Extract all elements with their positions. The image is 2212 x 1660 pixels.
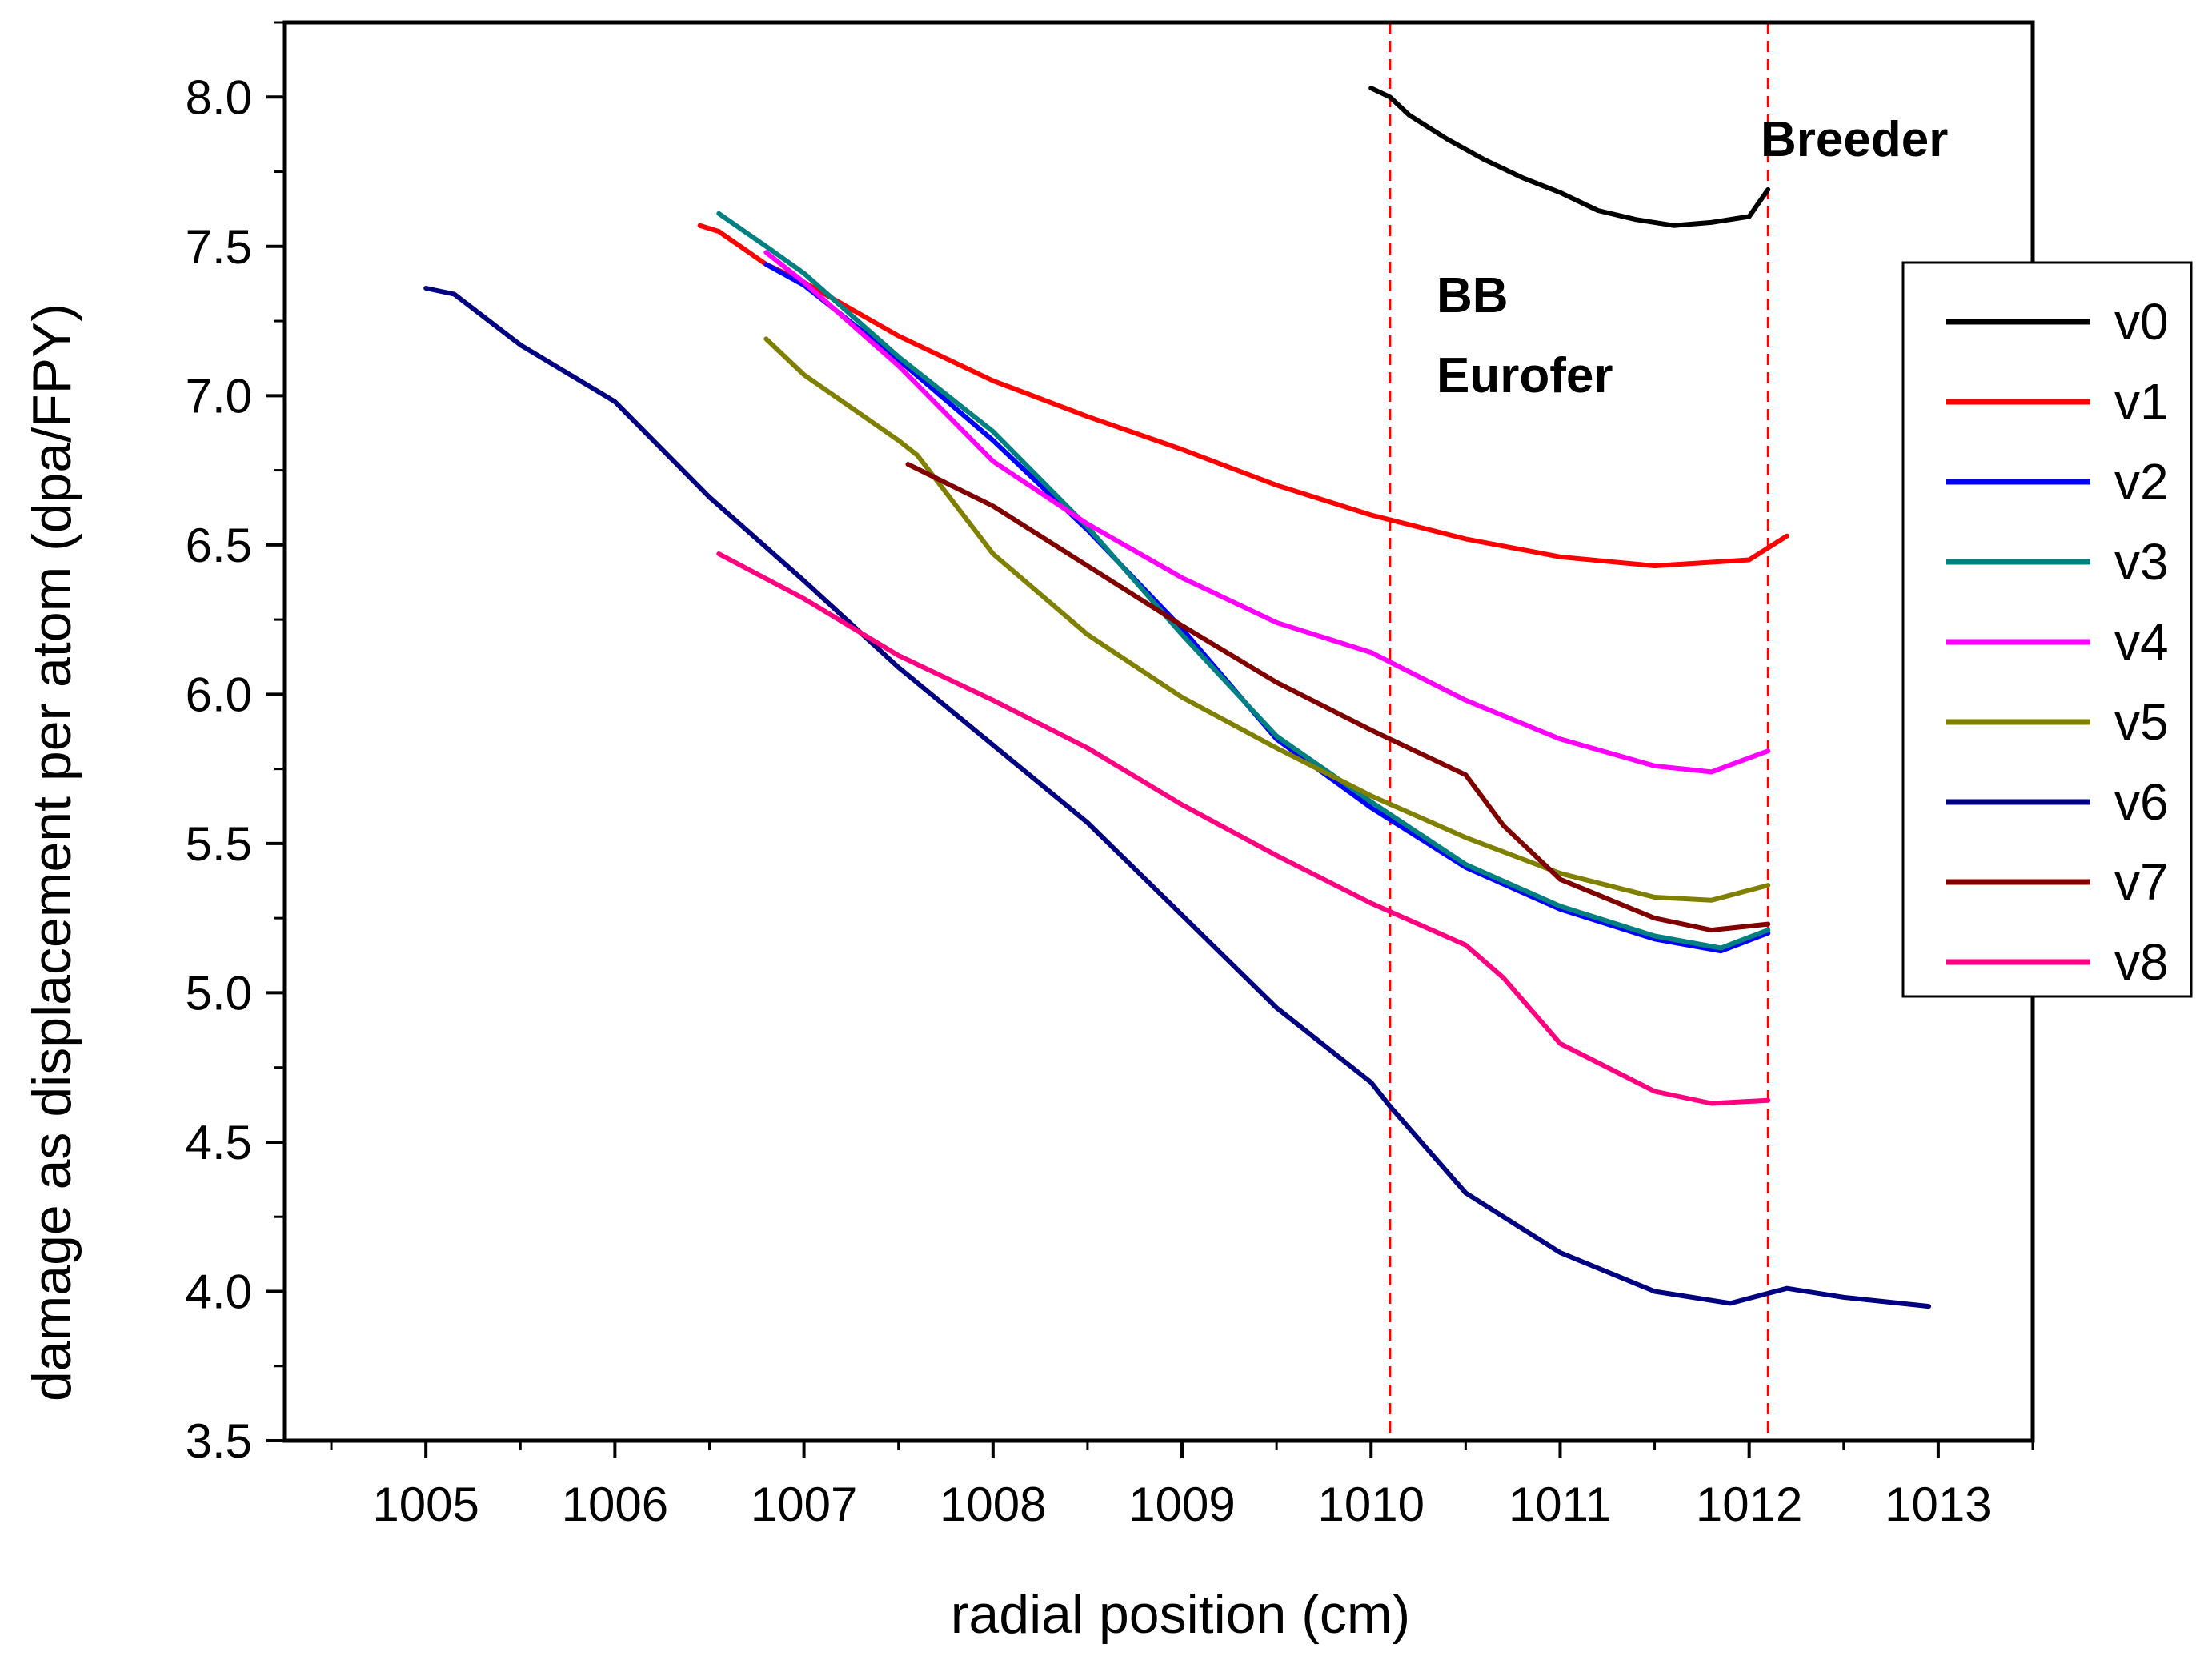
x-tick-label: 1005 [372,1478,479,1531]
region-divider-lines [1389,22,1769,1441]
x-tick-label: 1008 [940,1478,1046,1531]
x-tick-label: 1013 [1885,1478,1991,1531]
x-tick-label: 1007 [751,1478,857,1531]
series-line-v6 [423,286,1932,1309]
x-axis-ticks: 1005 1006 1007 1008 1009 1010 1011 1012 1013 [330,1441,2034,1531]
legend: v0 v1 v2 v3 v4 v5 v6 v7 v8 [1901,261,2193,998]
legend-label-v6: v6 [2114,773,2169,831]
x-tick-label: 1012 [1696,1478,1802,1531]
y-axis-label: damage as displacement per atom (dpa/FPY… [22,303,82,1401]
series-line-v4 [763,250,1771,775]
y-tick-label: 8.0 [186,70,252,124]
series-line-v0 [1368,86,1771,228]
x-tick-label: 1009 [1128,1478,1235,1531]
legend-label-v7: v7 [2114,853,2169,911]
legend-label-v1: v1 [2114,373,2169,431]
y-tick-label: 5.5 [186,817,252,871]
y-tick-label: 4.5 [186,1116,252,1169]
series-line-v7 [905,462,1771,933]
y-tick-label: 3.5 [186,1414,252,1468]
x-tick-label: 1006 [562,1478,668,1531]
x-tick-label: 1010 [1318,1478,1425,1531]
y-tick-label: 4.0 [186,1265,252,1318]
x-tick-label: 1011 [1509,1478,1612,1531]
series-line-v3 [716,211,1771,951]
y-tick-label: 7.0 [186,369,252,423]
y-tick-label: 7.5 [186,220,252,274]
series-line-v8 [716,551,1771,1106]
y-tick-label: 6.0 [186,668,252,721]
legend-label-v0: v0 [2114,293,2169,351]
y-axis-ticks: 3.5 4.0 4.5 5.0 5.5 6.0 6.5 7.0 7.5 8.0 [186,21,284,1468]
y-tick-label: 5.0 [186,966,252,1020]
y-tick-label: 6.5 [186,519,252,572]
series-lines [423,86,1932,1309]
annotation-breeder: Breeder [1761,112,1948,167]
legend-label-v8: v8 [2114,933,2169,991]
legend-frame [1901,261,2193,998]
annotation-bb: BB [1437,268,1509,323]
legend-label-v2: v2 [2114,453,2169,511]
legend-label-v4: v4 [2114,613,2169,671]
legend-label-v3: v3 [2114,533,2169,591]
legend-label-v5: v5 [2114,693,2169,751]
x-axis-label: radial position (cm) [951,1584,1410,1645]
annotation-eurofer: Eurofer [1437,348,1613,403]
series-line-v5 [763,336,1771,903]
